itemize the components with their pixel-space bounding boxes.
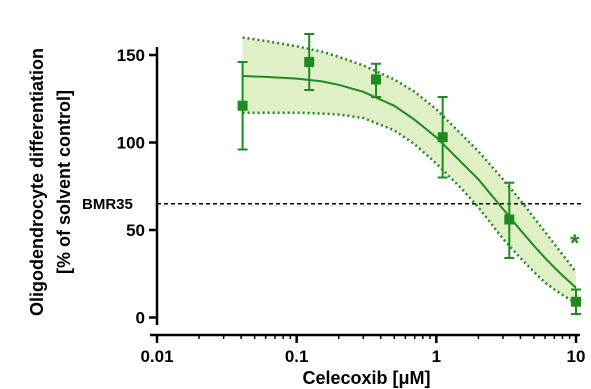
data-point — [371, 62, 382, 98]
data-point-marker — [304, 57, 315, 67]
x-tick-label: 10 — [567, 347, 586, 366]
data-point — [571, 288, 581, 315]
y-tick-label: 50 — [126, 221, 145, 240]
y-tick-label: 100 — [117, 134, 145, 153]
data-point — [237, 61, 248, 151]
data-point — [304, 33, 315, 91]
y-axis-title-line2: [% of solvent control] — [54, 90, 74, 274]
x-axis-title: Celecoxib [μM] — [302, 368, 430, 388]
confidence-band-fill — [242, 37, 576, 304]
data-point — [437, 96, 448, 179]
data-point-marker — [504, 214, 515, 225]
x-tick-label: 1 — [432, 347, 441, 366]
confidence-band — [242, 36, 577, 305]
data-point — [504, 181, 515, 259]
confidence-band-upper-line — [242, 36, 577, 273]
y-tick-label: 150 — [117, 46, 145, 65]
data-points — [237, 33, 581, 315]
x-tick-label: 0.1 — [285, 347, 309, 366]
bmr35-label: BMR35 — [82, 196, 133, 213]
y-tick-label: 0 — [136, 309, 145, 328]
fit-curve — [242, 75, 577, 289]
data-point-marker — [371, 74, 382, 85]
x-tick-label: 0.01 — [140, 347, 173, 366]
y-axis-title-line1: Oligodendrocyte differentiation — [27, 48, 47, 316]
data-point-marker — [237, 100, 248, 111]
significance-asterisk: * — [570, 230, 580, 257]
confidence-band-lower-line — [242, 111, 577, 305]
data-point-marker — [437, 132, 448, 143]
axes: 0 50 100 150 0.01 0.1 1 10 — [117, 46, 586, 366]
data-point-marker — [571, 296, 581, 307]
